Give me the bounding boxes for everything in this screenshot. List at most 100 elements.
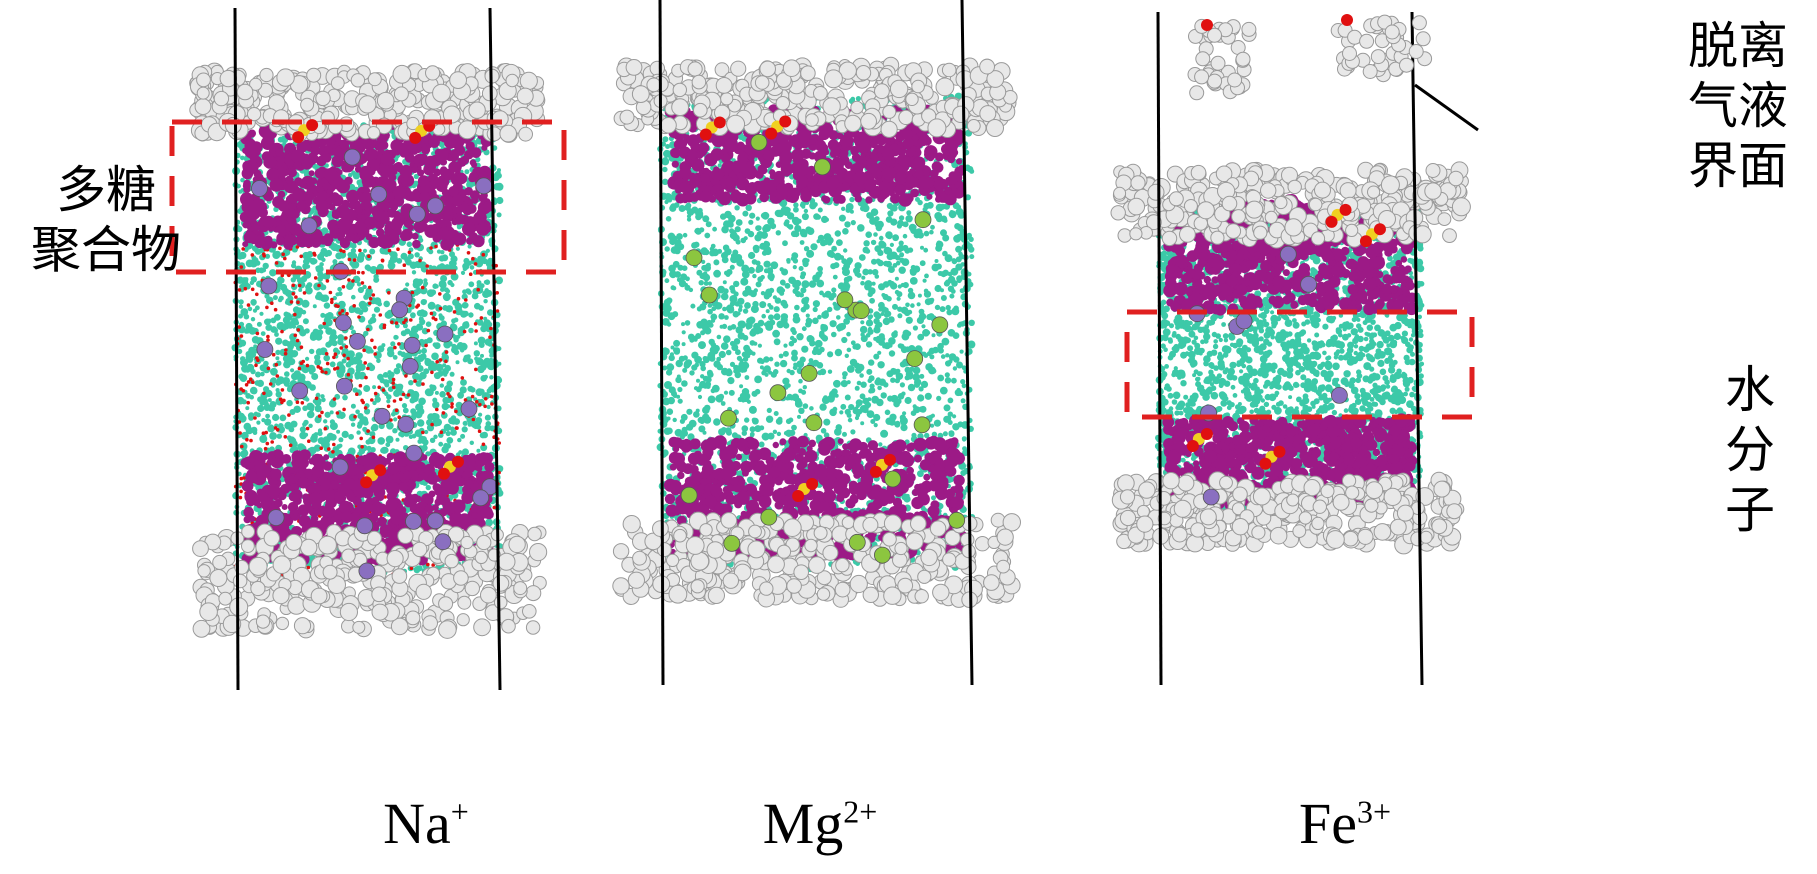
polymer-bottom-particle [298, 457, 310, 469]
oxygen-particle [473, 322, 478, 326]
oxygen-particle [322, 321, 327, 326]
water-particle [426, 289, 435, 297]
polymer-top-particle [326, 188, 334, 195]
water-particle [438, 315, 445, 321]
polymer-top-particle [337, 217, 352, 232]
water-particle [384, 382, 390, 388]
water-particle [412, 281, 421, 289]
water-particle [275, 391, 282, 398]
oxygen-particle [404, 374, 408, 378]
oxygen-particle [314, 396, 319, 401]
polymer-bottom-particle [424, 504, 434, 514]
polymer-bottom-particle [387, 461, 400, 475]
polymer-bottom-particle [464, 479, 474, 489]
water-particle [275, 356, 280, 361]
water-particle [428, 264, 433, 270]
oxygen-particle [361, 270, 365, 275]
water-particle [446, 437, 454, 444]
polymer-top-particle [469, 232, 478, 242]
oxygen-particle [470, 394, 475, 399]
polymer-top-particle [436, 149, 449, 161]
water-particle [484, 414, 491, 421]
water-particle [390, 341, 396, 347]
water-particle [438, 441, 444, 447]
oxygen-particle [297, 283, 302, 288]
polymer-bottom-particle [484, 459, 492, 467]
oxygen-particle [332, 355, 336, 360]
oxygen-particle [319, 446, 324, 451]
polymer-bottom-particle [376, 492, 385, 502]
interface-top-molecule [468, 101, 486, 119]
water-particle [412, 391, 420, 399]
polymer-bottom-particle [371, 501, 384, 514]
polymer-bottom-particle [467, 464, 475, 473]
water-particle [364, 408, 371, 415]
water-particle [483, 299, 488, 304]
water-particle [425, 321, 432, 328]
water-particle [252, 308, 258, 313]
water-particle [489, 353, 494, 358]
polymer-bottom-particle [434, 487, 444, 496]
oxygen-particle [239, 334, 244, 338]
oxygen-particle [241, 247, 245, 251]
water-particle [321, 397, 326, 403]
oxygen-particle [346, 372, 351, 377]
water-particle [395, 437, 400, 442]
interface-top-molecule [366, 126, 381, 140]
polymer-top-particle [453, 232, 467, 246]
oxygen-particle [406, 393, 411, 397]
water-particle [461, 426, 468, 433]
oxygen-particle [339, 248, 343, 253]
polymer-bottom-particle [434, 498, 442, 506]
oxygen-particle [418, 258, 422, 263]
polymer-bottom-particle [462, 471, 470, 479]
water-particle [409, 261, 417, 269]
oxygen-particle [305, 426, 310, 431]
polymer-top-particle [466, 204, 477, 214]
water-particle [260, 331, 266, 336]
water-particle [455, 360, 460, 365]
water-particle [364, 290, 372, 298]
polymer-top-particle [428, 163, 437, 172]
polymer-top-particle [248, 216, 257, 224]
oxygen-particle [335, 411, 340, 415]
water-particle [298, 288, 303, 292]
polymer-bottom-particle [267, 484, 281, 498]
oxygen-particle [283, 435, 288, 439]
polymer-bottom-particle [269, 468, 282, 481]
water-particle [425, 484, 431, 491]
oxygen-particle [288, 443, 293, 448]
polymer-top-particle [287, 208, 297, 218]
water-particle [312, 258, 318, 264]
water-particle [412, 372, 420, 381]
water-particle [481, 431, 489, 439]
oxygen-particle [413, 379, 417, 383]
water-particle [377, 373, 384, 381]
oxygen-particle [333, 352, 338, 357]
polymer-bottom-particle [290, 492, 300, 501]
water-particle [309, 446, 314, 452]
oxygen-particle [373, 345, 377, 350]
oxygen-particle [444, 350, 449, 354]
oxygen-particle [346, 356, 350, 361]
water-particle [462, 321, 470, 329]
water-particle [243, 449, 248, 454]
oxygen-particle [362, 348, 366, 353]
water-particle [459, 386, 467, 394]
oxygen-particle [363, 361, 368, 365]
water-particle [480, 353, 484, 358]
water-particle [329, 337, 334, 342]
oxygen-particle [254, 292, 259, 297]
oxygen-particle [275, 374, 280, 378]
water-particle [443, 294, 451, 302]
polymer-bottom-particle [244, 489, 258, 504]
oxygen-particle [293, 333, 298, 338]
water-particle [350, 403, 356, 409]
water-particle [310, 435, 318, 443]
water-particle [445, 305, 453, 313]
oxygen-particle [268, 382, 273, 386]
water-particle [315, 348, 323, 356]
oxygen-particle [249, 438, 253, 443]
polymer-bottom-particle [297, 504, 310, 517]
polymer-top-particle [354, 221, 367, 234]
